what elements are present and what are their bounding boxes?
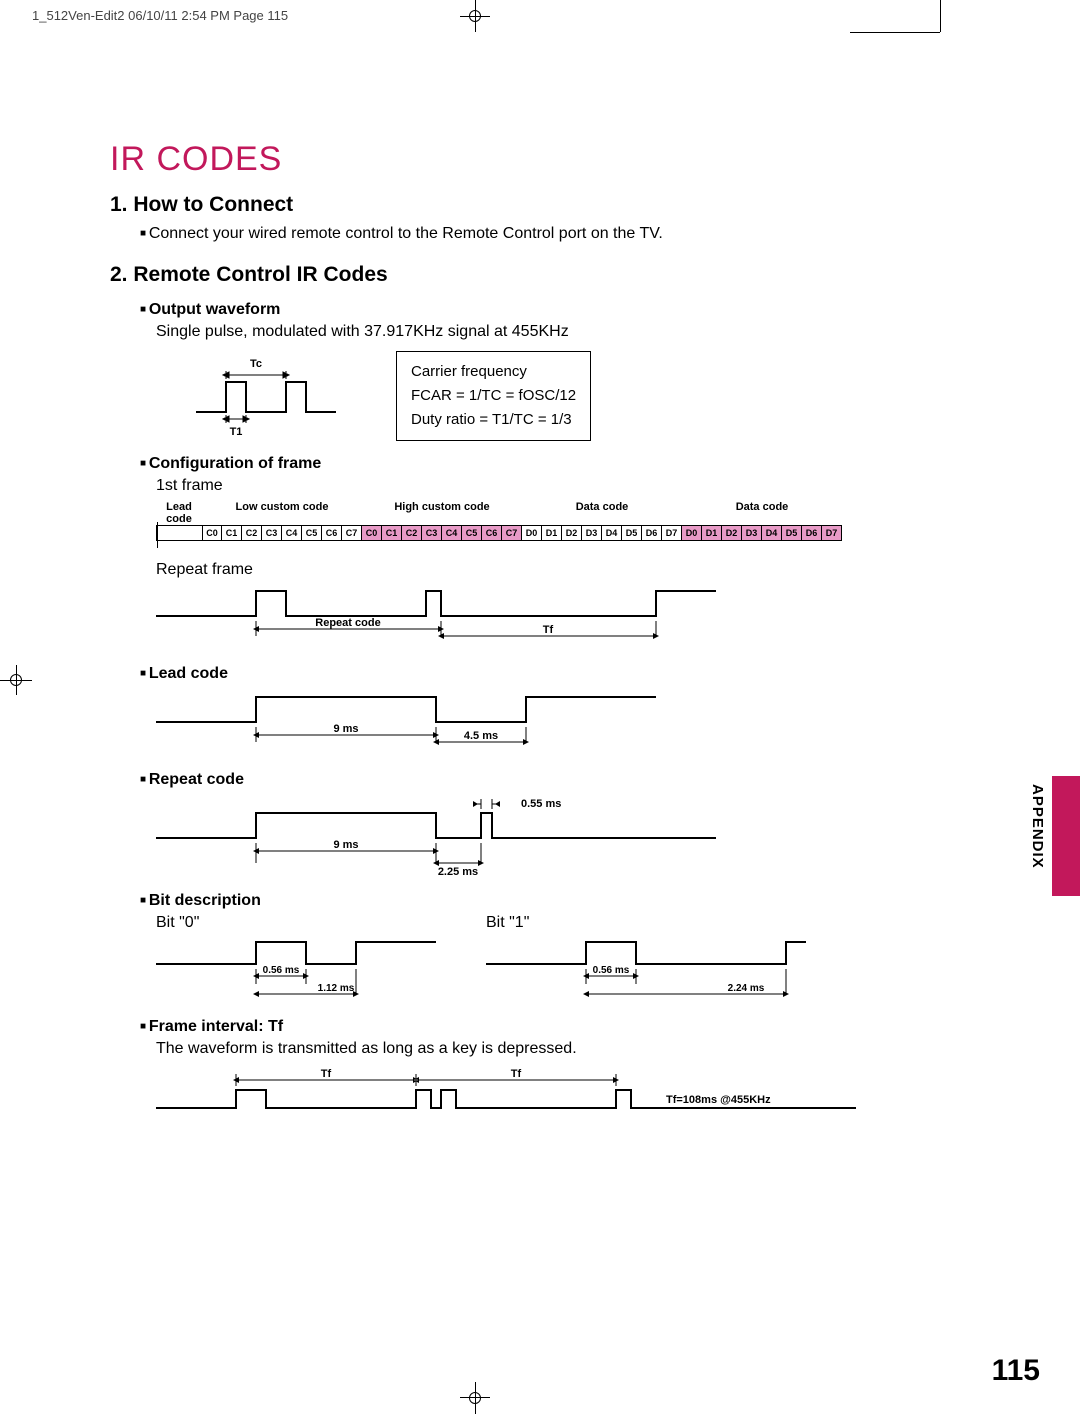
svg-text:0.55 ms: 0.55 ms [521,798,561,810]
repeat-code-title: Repeat code [140,771,880,789]
frame-cell: C4 [282,525,302,541]
page-number: 115 [992,1354,1040,1388]
repeat-frame-label: Repeat frame [156,561,880,579]
first-frame-label: 1st frame [156,477,880,495]
frame-cell: D5 [782,525,802,541]
frame-cell: D2 [562,525,582,541]
carrier-l1: Carrier frequency [411,360,576,384]
frame-cell: D1 [702,525,722,541]
frame-interval-body: The waveform is transmitted as long as a… [156,1040,880,1058]
frame-cell: C2 [242,525,262,541]
bit0-label: Bit "0" [156,914,486,932]
frame-cell: C6 [322,525,342,541]
frame-cell: D0 [682,525,702,541]
svg-text:T1: T1 [230,426,243,437]
frame-cell: C1 [222,525,242,541]
svg-text:9 ms: 9 ms [333,723,358,735]
config-title: Configuration of frame [140,455,880,473]
bit0-diagram: 0.56 ms 1.12 ms [156,934,436,1004]
svg-text:1.12 ms: 1.12 ms [318,983,355,994]
svg-text:2.24 ms: 2.24 ms [728,983,765,994]
frame-cell: C4 [442,525,462,541]
output-waveform-body: Single pulse, modulated with 37.917KHz s… [156,323,880,341]
frame-cell: C3 [422,525,442,541]
frame-cell: D3 [582,525,602,541]
frame-cell: C7 [502,525,522,541]
carrier-l2: FCAR = 1/TC = fOSC/12 [411,384,576,408]
bit-desc-title: Bit description [140,892,880,910]
frame-cell: C1 [382,525,402,541]
frame-diagram: Lead code Low custom code High custom co… [156,501,880,541]
svg-text:4.5 ms: 4.5 ms [464,730,498,742]
svg-text:0.56 ms: 0.56 ms [263,965,300,976]
frame-cell: D4 [602,525,622,541]
svg-text:2.25 ms: 2.25 ms [438,866,478,878]
frame-cell: C0 [202,525,222,541]
frame-cell: D5 [622,525,642,541]
frame-cell: D2 [722,525,742,541]
frame-cell: C0 [362,525,382,541]
svg-text:Tf=108ms @455KHz: Tf=108ms @455KHz [666,1094,771,1106]
output-waveform-title: Output waveform [140,301,880,319]
bit1-label: Bit "1" [486,914,806,932]
frame-interval-diagram: Tf Tf Tf=108ms @455KHz [156,1068,856,1118]
svg-text:9 ms: 9 ms [333,839,358,851]
frame-cell: D3 [742,525,762,541]
print-header: 1_512Ven-Edit2 06/10/11 2:54 PM Page 115 [32,8,288,23]
frame-cell: D6 [802,525,822,541]
lead-code-diagram: 9 ms 4.5 ms [156,687,656,757]
svg-text:Tc: Tc [250,358,262,370]
frame-cell: C7 [342,525,362,541]
svg-text:0.56 ms: 0.56 ms [593,965,630,976]
frame-cell: C2 [402,525,422,541]
svg-text:Tf: Tf [543,624,554,636]
section-1-body: Connect your wired remote control to the… [140,225,880,243]
frame-cell: D0 [522,525,542,541]
section-1-heading: 1. How to Connect [110,193,880,217]
svg-text:Repeat code: Repeat code [315,617,380,629]
frame-cell: D7 [662,525,682,541]
svg-text:Tf: Tf [511,1068,522,1080]
frame-cell: D6 [642,525,662,541]
page-title: IR CODES [110,140,880,179]
frame-cell: C5 [462,525,482,541]
frame-cell: D7 [822,525,842,541]
carrier-l3: Duty ratio = T1/TC = 1/3 [411,408,576,432]
repeat-frame-diagram: Repeat code Tf [156,581,716,651]
bit1-diagram: 0.56 ms 2.24 ms [486,934,806,1004]
side-tab [1052,776,1080,896]
frame-cell: D1 [542,525,562,541]
frame-cell: C5 [302,525,322,541]
svg-text:Tf: Tf [321,1068,332,1080]
tc-diagram: Tc T1 [156,357,356,437]
lead-code-title: Lead code [140,665,880,683]
appendix-label: APPENDIX [1029,784,1046,869]
repeat-code-diagram: 0.55 ms 9 ms 2.25 ms [156,793,716,878]
frame-cell: D4 [762,525,782,541]
frame-cell: C3 [262,525,282,541]
frame-cell: C6 [482,525,502,541]
carrier-box: Carrier frequency FCAR = 1/TC = fOSC/12 … [396,351,591,441]
section-2-heading: 2. Remote Control IR Codes [110,263,880,287]
frame-interval-title: Frame interval: Tf [140,1018,880,1036]
